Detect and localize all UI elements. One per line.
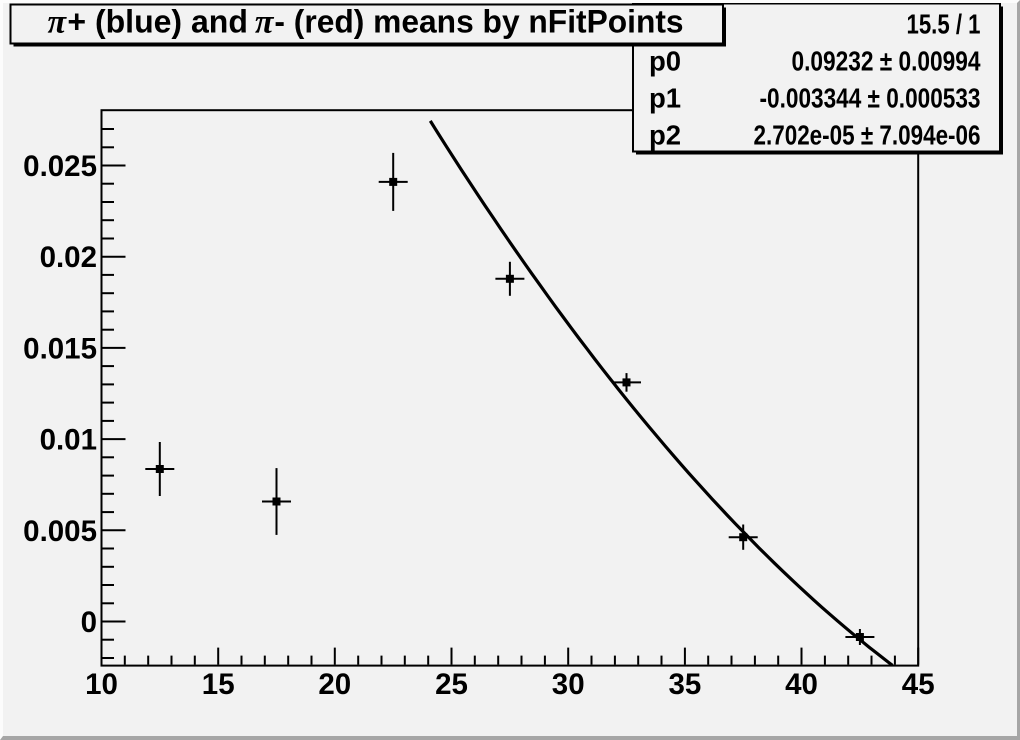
svg-text:p0: p0 <box>649 45 681 76</box>
svg-text:0.005: 0.005 <box>23 515 97 548</box>
svg-text:π: π <box>255 4 275 41</box>
svg-text:15.5 / 1: 15.5 / 1 <box>907 8 981 39</box>
svg-text:π: π <box>48 4 68 41</box>
svg-text:20: 20 <box>318 668 351 701</box>
svg-text:10: 10 <box>85 668 118 701</box>
svg-text:0.01: 0.01 <box>40 424 97 457</box>
svg-text:35: 35 <box>668 668 701 701</box>
svg-text:0: 0 <box>81 606 97 639</box>
svg-text:p1: p1 <box>649 82 681 113</box>
svg-text:30: 30 <box>552 668 585 701</box>
svg-text:0.025: 0.025 <box>23 150 97 183</box>
svg-text:- (red) means by nFitPoints: - (red) means by nFitPoints <box>274 4 683 40</box>
svg-text:0.015: 0.015 <box>23 332 97 365</box>
svg-text:-0.003344 ± 0.000533: -0.003344 ± 0.000533 <box>760 82 981 113</box>
svg-text:0.02: 0.02 <box>40 241 97 274</box>
svg-text:25: 25 <box>435 668 468 701</box>
svg-text:40: 40 <box>785 668 818 701</box>
svg-text:p2: p2 <box>649 119 681 150</box>
svg-text:45: 45 <box>902 668 935 701</box>
svg-text:0.09232 ± 0.00994: 0.09232 ± 0.00994 <box>792 45 982 76</box>
svg-text:+ (blue) and: + (blue) and <box>67 4 248 40</box>
svg-text:2.702e-05 ± 7.094e-06: 2.702e-05 ± 7.094e-06 <box>754 119 981 150</box>
svg-text:15: 15 <box>202 668 235 701</box>
